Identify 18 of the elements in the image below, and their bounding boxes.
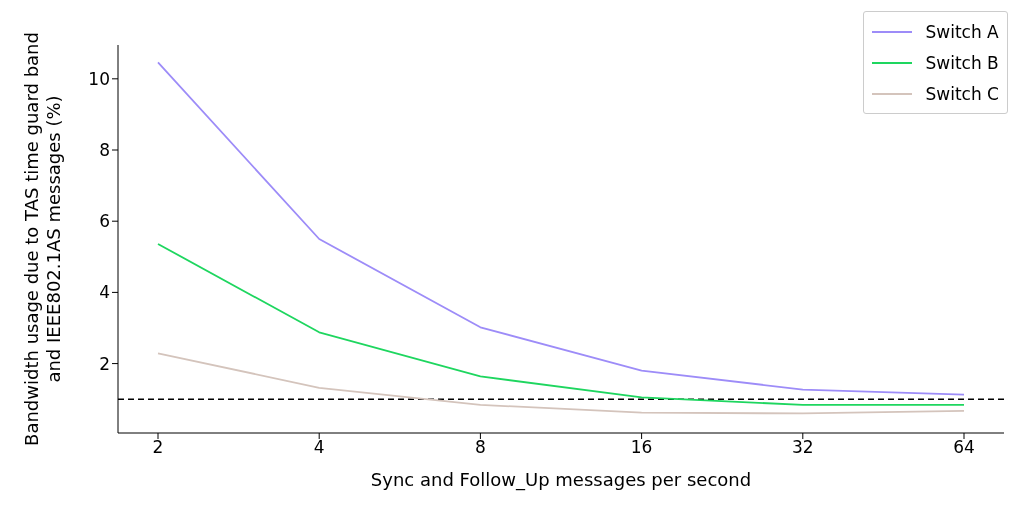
line-series: [157, 243, 965, 406]
y-tick-label: 8: [99, 140, 110, 161]
x-tick-label: 32: [791, 437, 814, 458]
x-tick-label: 64: [953, 437, 975, 458]
x-tick-label: 2: [152, 437, 164, 458]
legend-label: Switch A: [925, 21, 999, 42]
y-tick-label: 10: [88, 68, 110, 89]
y-tick-label: 2: [99, 353, 110, 374]
y-tick-label: 6: [99, 211, 110, 232]
x-tick-label: 4: [313, 437, 325, 458]
legend-label: Switch C: [925, 83, 999, 104]
x-tick-label: 16: [630, 437, 653, 458]
x-axis-title: Sync and Follow_Up messages per second: [370, 469, 752, 491]
y-axis-title: Bandwidth usage due to TAS time guard band and IEEE802.1AS messages (%): [21, 32, 64, 446]
legend-label: Switch B: [925, 52, 999, 73]
x-tick-label: 8: [474, 437, 486, 458]
y-tick-label: 4: [99, 282, 110, 303]
line-series: [157, 352, 965, 415]
